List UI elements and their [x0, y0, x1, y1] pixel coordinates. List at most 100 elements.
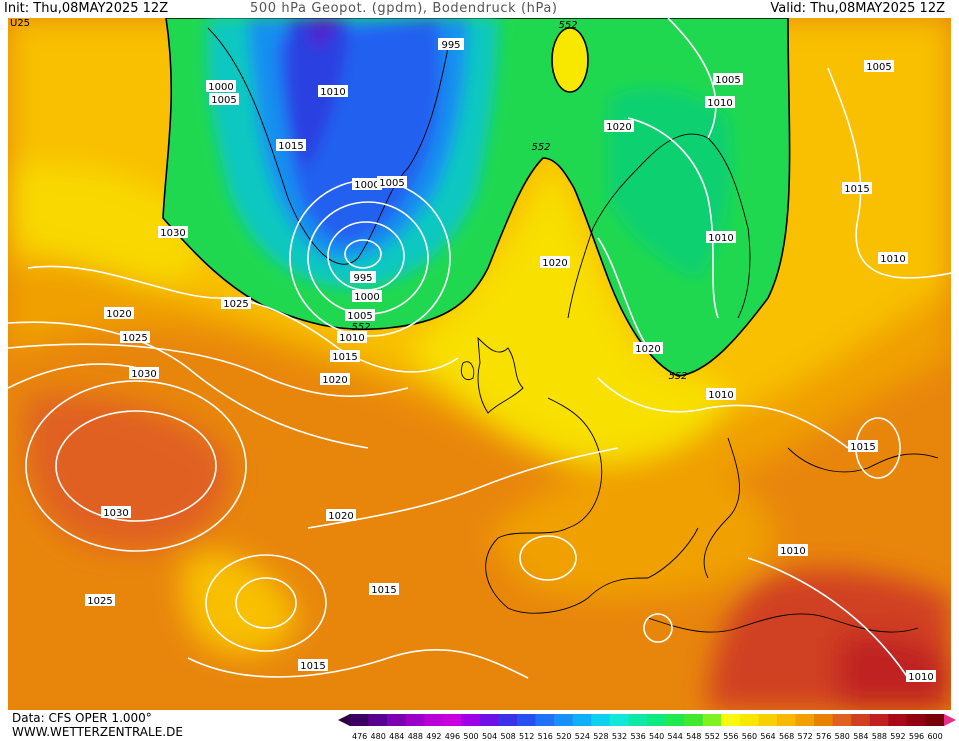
- colorbar-tick-label: 512: [519, 732, 534, 741]
- colorbar-swatch: [368, 714, 388, 726]
- svg-text:1010: 1010: [339, 333, 364, 344]
- colorbar-tick-label: 560: [742, 732, 757, 741]
- svg-text:1000: 1000: [208, 82, 233, 93]
- isobar-label: 1005: [377, 176, 407, 189]
- isobar-label: 1015: [298, 659, 328, 672]
- colorbar-tick-label: 524: [575, 732, 590, 741]
- isobar-label: 1020: [540, 256, 570, 269]
- coastlines: [207, 27, 939, 633]
- colorbar-swatch: [591, 714, 611, 726]
- svg-text:1020: 1020: [606, 122, 631, 133]
- isobar-label: 1015: [330, 350, 360, 363]
- svg-text:1000: 1000: [354, 292, 379, 303]
- isobar-label: 1010: [705, 96, 735, 109]
- svg-text:1015: 1015: [332, 352, 357, 363]
- svg-text:1010: 1010: [707, 98, 732, 109]
- chart-title: 500 hPa Geopot. (gpdm), Bodendruck (hPa): [250, 1, 558, 16]
- init-time: Init: Thu,08MAY2025 12Z: [4, 1, 169, 16]
- isobar-label: 1015: [848, 440, 878, 453]
- colorbar-tick-label: 544: [668, 732, 683, 741]
- isobar-label: 1020: [604, 120, 634, 133]
- colorbar-tick-label: 580: [835, 732, 850, 741]
- colorbar-tick-label: 592: [890, 732, 905, 741]
- isobar-label: 1020: [320, 373, 350, 386]
- colorbar-tick-label: 596: [909, 732, 924, 741]
- colorbar-tick-label: 528: [593, 732, 608, 741]
- svg-text:1010: 1010: [708, 233, 733, 244]
- colorbar: 476 480 484 488 492 496 500 504 508 512 516 520 524 5…: [338, 714, 956, 741]
- colorbar-swatch: [739, 714, 759, 726]
- colorbar-swatch: [498, 714, 518, 726]
- isobar-label: 1000: [352, 290, 382, 303]
- svg-text:1015: 1015: [278, 141, 303, 152]
- isobar-label: 1005: [345, 309, 375, 322]
- svg-text:1025: 1025: [223, 299, 248, 310]
- colorbar-tick-label: 532: [612, 732, 627, 741]
- colorbar-swatch: [906, 714, 926, 726]
- valid-time: Valid: Thu,08MAY2025 12Z: [770, 1, 945, 16]
- colorbar-swatch: [795, 714, 815, 726]
- svg-text:1005: 1005: [866, 62, 891, 73]
- isobar-label: 1010: [706, 388, 736, 401]
- svg-text:1010: 1010: [908, 672, 933, 683]
- isobar-label: 1030: [129, 367, 159, 380]
- isobar-label: 1020: [104, 307, 134, 320]
- colorbar-tick-label: 484: [389, 732, 404, 741]
- colorbar-swatch: [814, 714, 833, 726]
- isobar-label: 1010: [906, 670, 936, 683]
- weather-map: 995 1000 1005 1010 1015 1005 1010 1020 1…: [8, 18, 951, 710]
- colorbar-tick-label: 564: [760, 732, 775, 741]
- svg-text:1020: 1020: [106, 309, 131, 320]
- isobar-label: 1015: [276, 139, 306, 152]
- isobar-label: 1015: [369, 583, 399, 596]
- colorbar-swatch: [702, 714, 722, 726]
- svg-text:1005: 1005: [211, 95, 236, 106]
- colorbar-tick-label: 488: [408, 732, 423, 741]
- isobar-label: 1005: [713, 73, 743, 86]
- isobar-label: 1025: [85, 594, 115, 607]
- svg-text:995: 995: [353, 273, 372, 284]
- svg-text:1030: 1030: [103, 508, 128, 519]
- height-label: 552: [668, 371, 687, 382]
- isobar-label: 995: [350, 271, 376, 284]
- colorbar-tick-label: 572: [798, 732, 813, 741]
- header-bar: Init: Thu,08MAY2025 12Z 500 hPa Geopot. …: [0, 0, 959, 18]
- colorbar-swatch: [851, 714, 871, 726]
- colorbar-swatch: [387, 714, 406, 726]
- isobars: [8, 18, 951, 679]
- colorbar-swatch: [609, 714, 629, 726]
- svg-text:1010: 1010: [880, 254, 905, 265]
- colorbar-swatch: [869, 714, 889, 726]
- isobar-label: 1025: [120, 331, 150, 344]
- isobar-label: 1000: [206, 80, 236, 93]
- svg-text:1030: 1030: [131, 369, 156, 380]
- geopotential-field: [8, 18, 951, 710]
- height-label: 552: [558, 20, 577, 31]
- colorbar-swatch: [350, 714, 369, 726]
- colorbar-swatch: [776, 714, 796, 726]
- colorbar-tick-label: 480: [371, 732, 386, 741]
- svg-text:1000: 1000: [354, 180, 379, 191]
- height-labels: 552 552 552 552: [351, 20, 687, 382]
- colorbar-tick-label: 548: [686, 732, 701, 741]
- isobar-label: 1025: [221, 297, 251, 310]
- colorbar-tick-label: 536: [630, 732, 645, 741]
- svg-text:1015: 1015: [850, 442, 875, 453]
- svg-text:1025: 1025: [87, 596, 112, 607]
- height-label: 552: [531, 142, 550, 153]
- colorbar-tick-label: 476: [352, 732, 367, 741]
- colorbar-tick-label: 588: [872, 732, 887, 741]
- isobar-label: 1030: [101, 506, 131, 519]
- colorbar-overflow: [944, 714, 956, 726]
- isobar-label: 995: [438, 38, 464, 51]
- colorbar-swatch: [925, 714, 945, 726]
- colorbar-tick-label: 516: [538, 732, 553, 741]
- colorbar-tick-label: 496: [445, 732, 460, 741]
- website: WWW.WETTERZENTRALE.DE: [12, 725, 183, 739]
- colorbar-swatch: [684, 714, 703, 726]
- colorbar-tick-label: 552: [705, 732, 720, 741]
- colorbar-tick-label: 504: [482, 732, 497, 741]
- colorbar-swatch: [665, 714, 685, 726]
- colorbar-tick-label: 492: [426, 732, 441, 741]
- colorbar-tick-label: 576: [816, 732, 831, 741]
